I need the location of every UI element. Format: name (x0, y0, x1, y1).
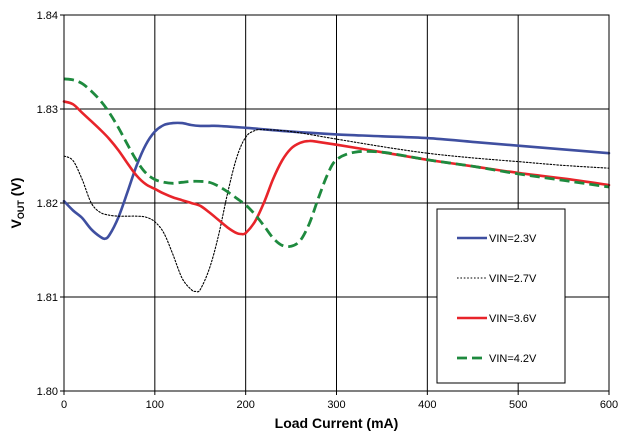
y-axis-title: VOUT (V) (8, 178, 26, 229)
x-tick-label: 300 (327, 399, 345, 411)
y-tick-label: 1.83 (37, 104, 58, 116)
legend-label: VIN=2.3V (489, 233, 537, 245)
x-tick-label: 400 (418, 399, 436, 411)
x-tick-label: 200 (236, 399, 254, 411)
legend-label: VIN=3.6V (489, 313, 537, 325)
y-axis-title-unit: (V) (8, 178, 24, 201)
series-line-3 (62, 100, 611, 236)
y-tick-label: 1.84 (37, 10, 58, 22)
x-tick-label: 100 (146, 399, 164, 411)
x-tick-label: 600 (600, 399, 618, 411)
x-axis-title: Load Current (mA) (275, 415, 399, 431)
series-line-1 (62, 121, 611, 241)
y-tick-label: 1.81 (37, 292, 58, 304)
legend: VIN=2.3V VIN=2.7V VIN=3.6V VIN=4.2V (436, 208, 566, 384)
x-tick-label: 0 (61, 399, 67, 411)
legend-label: VIN=4.2V (489, 353, 537, 365)
tick-labels: 0 100 200 300 400 500 600 1.80 1.81 1.82 1.83 1.84 (37, 10, 618, 411)
series-line-2 (63, 129, 610, 293)
x-tick-label: 500 (509, 399, 527, 411)
series-lines (62, 77, 611, 293)
y-axis-title-main: V (8, 218, 24, 228)
series-line-4 (63, 77, 610, 249)
legend-label: VIN=2.7V (489, 273, 537, 285)
y-axis-title-subscript: OUT (16, 200, 26, 220)
y-tick-label: 1.82 (37, 198, 58, 210)
y-tick-label: 1.80 (37, 386, 58, 398)
